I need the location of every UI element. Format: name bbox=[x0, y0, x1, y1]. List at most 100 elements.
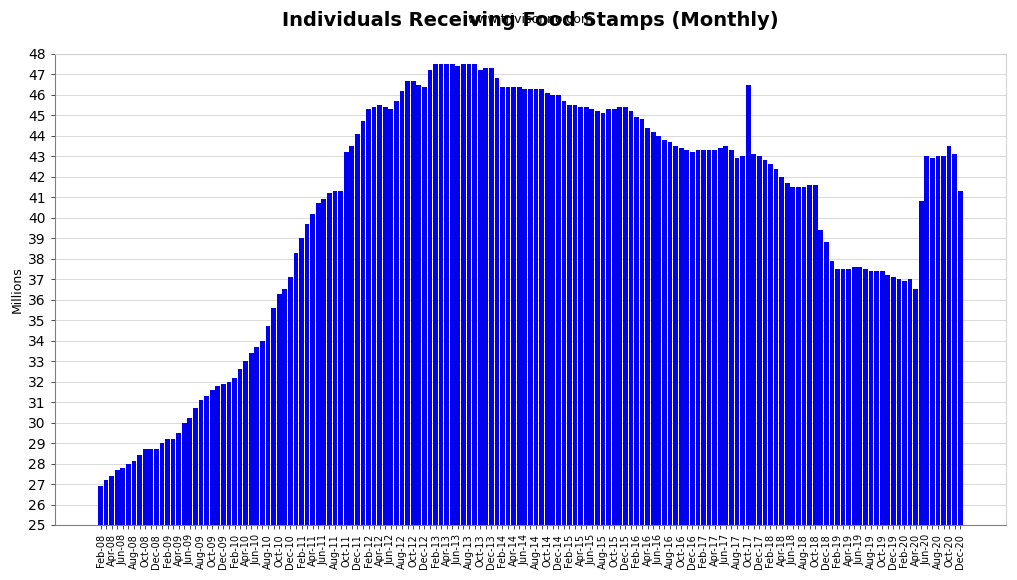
Bar bbox=[918, 201, 923, 525]
Bar bbox=[472, 64, 477, 525]
Bar bbox=[382, 107, 387, 525]
Bar bbox=[924, 156, 930, 525]
Bar bbox=[137, 455, 142, 525]
Bar bbox=[684, 150, 690, 525]
Bar bbox=[394, 101, 399, 525]
Bar bbox=[941, 156, 946, 525]
Bar bbox=[316, 204, 320, 525]
Bar bbox=[907, 279, 912, 525]
Bar bbox=[377, 105, 382, 525]
Bar bbox=[254, 347, 259, 525]
Bar bbox=[500, 86, 504, 525]
Bar bbox=[456, 66, 461, 525]
Bar bbox=[623, 107, 627, 525]
Bar bbox=[422, 86, 427, 525]
Bar bbox=[640, 119, 645, 525]
Title: Individuals Receiving Food Stamps (Monthly): Individuals Receiving Food Stamps (Month… bbox=[282, 11, 779, 30]
Bar bbox=[819, 230, 823, 525]
Bar bbox=[556, 95, 560, 525]
Bar bbox=[897, 279, 901, 525]
Bar bbox=[841, 269, 845, 525]
Bar bbox=[763, 161, 767, 525]
Bar bbox=[561, 101, 566, 525]
Bar bbox=[517, 86, 522, 525]
Bar bbox=[790, 187, 795, 525]
Bar bbox=[160, 443, 165, 525]
Bar bbox=[952, 154, 957, 525]
Bar bbox=[875, 271, 879, 525]
Bar bbox=[606, 109, 611, 525]
Bar bbox=[165, 439, 170, 525]
Bar bbox=[863, 269, 868, 525]
Bar bbox=[550, 95, 555, 525]
Bar bbox=[249, 353, 253, 525]
Bar bbox=[321, 200, 326, 525]
Bar bbox=[662, 140, 667, 525]
Bar bbox=[690, 152, 695, 525]
Bar bbox=[617, 107, 622, 525]
Bar bbox=[745, 85, 751, 525]
Bar bbox=[115, 470, 120, 525]
Bar bbox=[673, 146, 678, 525]
Bar bbox=[774, 169, 778, 525]
Bar bbox=[148, 449, 154, 525]
Bar bbox=[204, 396, 208, 525]
Bar bbox=[494, 78, 499, 525]
Bar bbox=[210, 390, 215, 525]
Bar bbox=[880, 271, 885, 525]
Bar bbox=[260, 340, 264, 525]
Bar bbox=[176, 433, 181, 525]
Bar bbox=[846, 269, 851, 525]
Bar bbox=[461, 64, 466, 525]
Bar bbox=[182, 423, 187, 525]
Bar bbox=[238, 369, 242, 525]
Bar bbox=[416, 85, 421, 525]
Bar bbox=[283, 289, 287, 525]
Text: www.trivisonno.com: www.trivisonno.com bbox=[468, 13, 593, 26]
Bar bbox=[523, 89, 527, 525]
Bar bbox=[109, 476, 114, 525]
Bar bbox=[667, 142, 672, 525]
Bar bbox=[227, 382, 231, 525]
Bar bbox=[400, 90, 405, 525]
Bar bbox=[444, 64, 450, 525]
Bar bbox=[824, 242, 829, 525]
Bar bbox=[333, 191, 338, 525]
Bar bbox=[120, 467, 125, 525]
Bar bbox=[104, 480, 109, 525]
Bar bbox=[645, 128, 650, 525]
Bar bbox=[483, 68, 488, 525]
Bar bbox=[272, 308, 276, 525]
Bar bbox=[813, 185, 818, 525]
Bar bbox=[612, 109, 616, 525]
Bar bbox=[629, 111, 634, 525]
Bar bbox=[718, 148, 723, 525]
Bar bbox=[310, 213, 315, 525]
Bar bbox=[857, 267, 862, 525]
Bar bbox=[930, 158, 935, 525]
Bar bbox=[595, 111, 600, 525]
Bar bbox=[936, 156, 941, 525]
Bar bbox=[573, 105, 578, 525]
Bar bbox=[427, 70, 432, 525]
Bar bbox=[372, 107, 376, 525]
Bar bbox=[411, 81, 416, 525]
Bar bbox=[752, 154, 756, 525]
Bar bbox=[528, 89, 533, 525]
Bar bbox=[288, 277, 293, 525]
Bar bbox=[807, 185, 812, 525]
Y-axis label: Millions: Millions bbox=[11, 266, 24, 313]
Bar bbox=[902, 281, 907, 525]
Bar bbox=[830, 261, 834, 525]
Bar bbox=[193, 408, 198, 525]
Bar bbox=[584, 107, 589, 525]
Bar bbox=[796, 187, 800, 525]
Bar bbox=[305, 224, 309, 525]
Bar bbox=[651, 132, 656, 525]
Bar bbox=[579, 107, 583, 525]
Bar bbox=[635, 117, 639, 525]
Bar bbox=[801, 187, 806, 525]
Bar bbox=[221, 383, 226, 525]
Bar bbox=[405, 81, 410, 525]
Bar bbox=[478, 70, 482, 525]
